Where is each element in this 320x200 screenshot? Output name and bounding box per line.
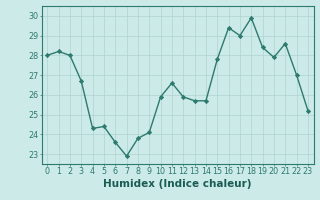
X-axis label: Humidex (Indice chaleur): Humidex (Indice chaleur) (103, 179, 252, 189)
